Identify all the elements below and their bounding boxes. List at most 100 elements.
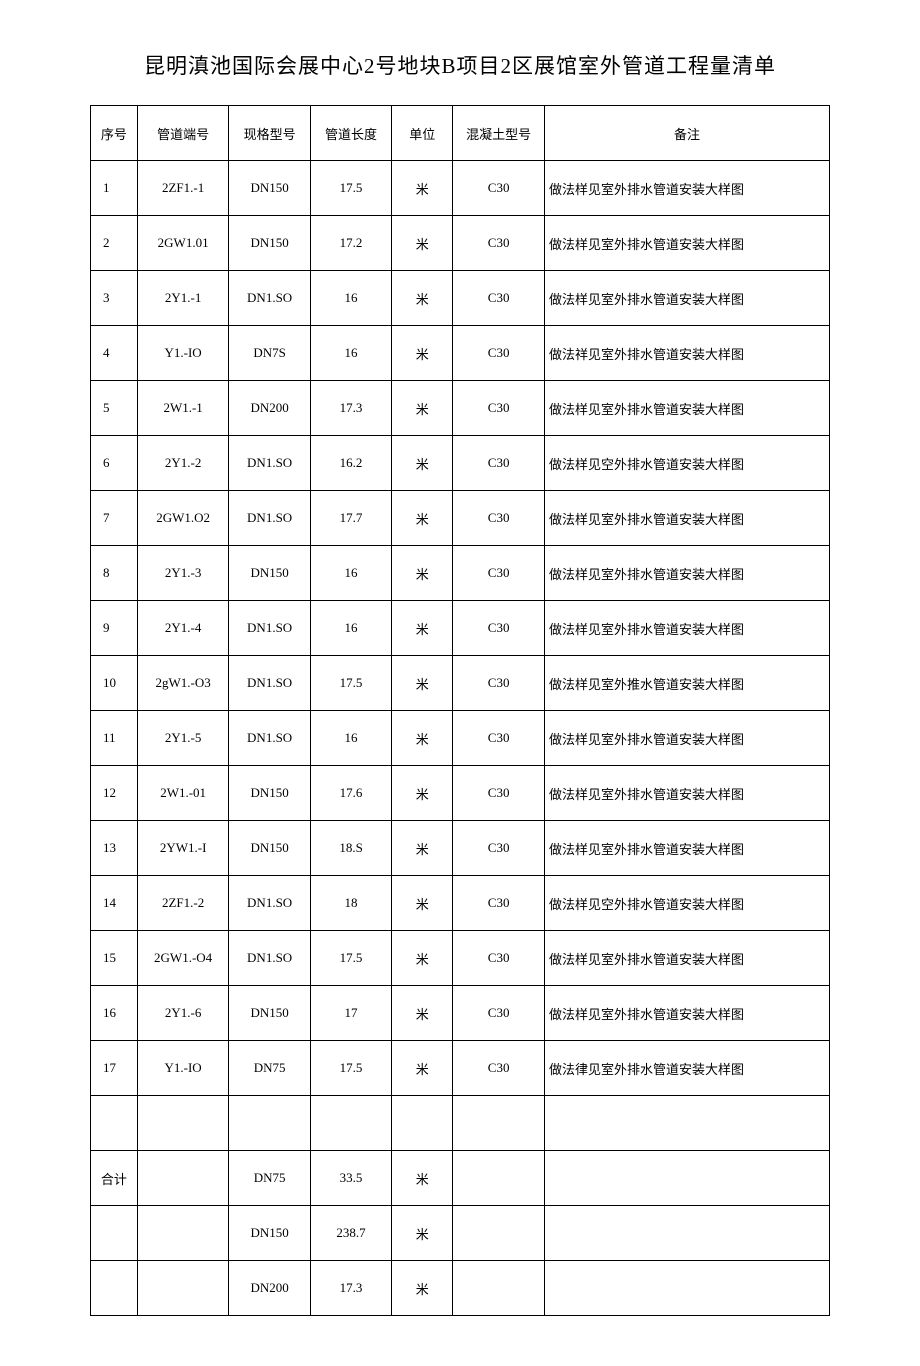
cell-length: 17.5 (310, 161, 391, 216)
cell-unit: 米 (392, 986, 453, 1041)
cell-seq (91, 1096, 138, 1151)
cell-end: 2Y1.-1 (137, 271, 229, 326)
cell-remark: 做法样见室外排水管道安装大样图 (544, 381, 829, 436)
table-row: 82Y1.-3DN15016米C30做法样见室外排水管道安装大样图 (91, 546, 830, 601)
cell-remark: 做法样见室外排水管道安装大样图 (544, 766, 829, 821)
cell-seq: 6 (91, 436, 138, 491)
cell-model: DN1.SO (229, 931, 310, 986)
cell-concrete: C30 (453, 381, 545, 436)
cell-length: 17.3 (310, 1261, 391, 1316)
cell-concrete (453, 1096, 545, 1151)
cell-concrete: C30 (453, 271, 545, 326)
cell-model: DN1.SO (229, 436, 310, 491)
cell-length: 16 (310, 546, 391, 601)
cell-remark (544, 1261, 829, 1316)
cell-length: 17.5 (310, 1041, 391, 1096)
cell-remark: 做法样见空外排水管道安装大样图 (544, 876, 829, 931)
cell-length: 17.2 (310, 216, 391, 271)
table-row: DN150238.7米 (91, 1206, 830, 1261)
cell-end: 2gW1.-O3 (137, 656, 229, 711)
cell-model: DN150 (229, 1206, 310, 1261)
cell-seq: 11 (91, 711, 138, 766)
cell-remark: 做法样见室外推水管道安装大样图 (544, 656, 829, 711)
cell-length: 16 (310, 271, 391, 326)
cell-model: DN1.SO (229, 491, 310, 546)
cell-unit: 米 (392, 1261, 453, 1316)
cell-seq: 17 (91, 1041, 138, 1096)
cell-unit (392, 1096, 453, 1151)
cell-seq (91, 1206, 138, 1261)
cell-concrete (453, 1261, 545, 1316)
cell-end: 2GW1.-O4 (137, 931, 229, 986)
cell-unit: 米 (392, 1151, 453, 1206)
cell-seq: 1 (91, 161, 138, 216)
table-header-row: 序号 管道端号 现格型号 管道长度 单位 混凝土型号 备注 (91, 106, 830, 161)
cell-remark: 做法样见室外排水管道安装大样图 (544, 161, 829, 216)
table-row: 92Y1.-4DN1.SO16米C30做法样见室外排水管道安装大样图 (91, 601, 830, 656)
table-row: 52W1.-1DN20017.3米C30做法样见室外排水管道安装大样图 (91, 381, 830, 436)
cell-length: 18 (310, 876, 391, 931)
cell-concrete: C30 (453, 986, 545, 1041)
cell-end: 2W1.-1 (137, 381, 229, 436)
cell-model: DN7S (229, 326, 310, 381)
cell-unit: 米 (392, 711, 453, 766)
cell-seq: 16 (91, 986, 138, 1041)
cell-concrete: C30 (453, 1041, 545, 1096)
cell-end: Y1.-IO (137, 1041, 229, 1096)
cell-seq: 12 (91, 766, 138, 821)
cell-remark (544, 1206, 829, 1261)
cell-remark: 做法样见室外排水管道安装大样图 (544, 821, 829, 876)
cell-concrete: C30 (453, 656, 545, 711)
cell-seq: 15 (91, 931, 138, 986)
cell-seq: 合计 (91, 1151, 138, 1206)
cell-model: DN1.SO (229, 711, 310, 766)
cell-remark: 做法样见空外排水管道安装大样图 (544, 436, 829, 491)
cell-remark: 做法律见室外排水管道安装大样图 (544, 1041, 829, 1096)
cell-length: 33.5 (310, 1151, 391, 1206)
col-header-unit: 单位 (392, 106, 453, 161)
cell-unit: 米 (392, 601, 453, 656)
cell-seq: 4 (91, 326, 138, 381)
page-title: 昆明滇池国际会展中心2号地块B项目2区展馆室外管道工程量清单 (90, 50, 830, 80)
cell-length: 16 (310, 326, 391, 381)
cell-end: 2Y1.-2 (137, 436, 229, 491)
cell-seq (91, 1261, 138, 1316)
table-row: 62Y1.-2DN1.SO16.2米C30做法样见空外排水管道安装大样图 (91, 436, 830, 491)
cell-concrete: C30 (453, 931, 545, 986)
table-row (91, 1096, 830, 1151)
cell-unit: 米 (392, 931, 453, 986)
cell-remark: 做法样见室外排水管道安装大样图 (544, 931, 829, 986)
cell-concrete: C30 (453, 161, 545, 216)
cell-model: DN150 (229, 821, 310, 876)
table-row: 112Y1.-5DN1.SO16米C30做法样见室外排水管道安装大样图 (91, 711, 830, 766)
cell-model: DN75 (229, 1151, 310, 1206)
cell-seq: 10 (91, 656, 138, 711)
cell-model: DN150 (229, 216, 310, 271)
cell-end: Y1.-IO (137, 326, 229, 381)
cell-unit: 米 (392, 271, 453, 326)
table-row: 4Y1.-IODN7S16米C30做法祥见室外排水管道安装大样图 (91, 326, 830, 381)
table-row: 132YW1.-IDN15018.S米C30做法样见室外排水管道安装大样图 (91, 821, 830, 876)
cell-remark: 做法样见室外排水管道安装大样图 (544, 546, 829, 601)
cell-length: 238.7 (310, 1206, 391, 1261)
cell-end: 2Y1.-6 (137, 986, 229, 1041)
cell-end: 2Y1.-4 (137, 601, 229, 656)
cell-concrete: C30 (453, 601, 545, 656)
cell-concrete: C30 (453, 491, 545, 546)
table-row: 162Y1.-6DN15017米C30做法样见室外排水管道安装大样图 (91, 986, 830, 1041)
table-row: DN20017.3米 (91, 1261, 830, 1316)
cell-model: DN1.SO (229, 876, 310, 931)
cell-end: 2GW1.O2 (137, 491, 229, 546)
cell-model: DN200 (229, 381, 310, 436)
cell-seq: 14 (91, 876, 138, 931)
cell-model: DN200 (229, 1261, 310, 1316)
cell-model: DN150 (229, 546, 310, 601)
cell-length: 17 (310, 986, 391, 1041)
table-row: 152GW1.-O4DN1.SO17.5米C30做法样见室外排水管道安装大样图 (91, 931, 830, 986)
cell-remark: 做法样见室外排水管道安装大样图 (544, 711, 829, 766)
table-row: 102gW1.-O3DN1.SO17.5米C30做法样见室外推水管道安装大样图 (91, 656, 830, 711)
cell-seq: 2 (91, 216, 138, 271)
cell-length: 17.5 (310, 931, 391, 986)
col-header-length: 管道长度 (310, 106, 391, 161)
col-header-seq: 序号 (91, 106, 138, 161)
